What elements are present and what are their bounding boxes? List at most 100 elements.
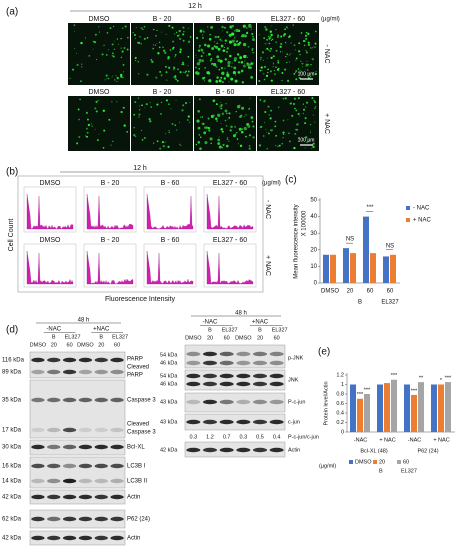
cell-dot xyxy=(105,74,108,77)
cell-dot xyxy=(201,59,205,63)
cell-dot xyxy=(155,76,158,79)
legend-swatch xyxy=(406,218,410,222)
protein-label: c-jun xyxy=(288,419,300,425)
cell-dot xyxy=(207,126,211,130)
cell-dot xyxy=(224,119,227,122)
blot-band xyxy=(94,444,108,450)
cell-dot xyxy=(168,103,170,105)
cell-dot xyxy=(246,56,248,59)
cell-dot xyxy=(156,103,159,106)
cell-dot xyxy=(220,123,222,125)
cell-dot xyxy=(162,144,166,148)
kda-label: 46 kDa xyxy=(160,381,178,387)
blot-band xyxy=(203,351,217,357)
kda-label: 54 kDa xyxy=(160,373,178,379)
cell-dot xyxy=(304,122,307,125)
lane-label: 20 xyxy=(51,342,57,348)
cell-dot xyxy=(202,122,205,126)
histogram xyxy=(146,193,194,230)
cell-dot xyxy=(309,123,312,126)
cell-dot xyxy=(73,24,76,26)
cell-dot xyxy=(243,54,247,59)
cell-dot xyxy=(196,62,201,66)
cell-dot xyxy=(251,49,254,52)
cell-dot xyxy=(303,44,306,47)
cell-dot xyxy=(198,47,200,49)
cell-dot xyxy=(267,132,270,135)
cell-dot xyxy=(137,97,140,99)
bar xyxy=(370,253,376,283)
cell-dot xyxy=(174,76,177,79)
cell-dot xyxy=(165,99,168,102)
cell-dot xyxy=(267,68,269,71)
cell-dot xyxy=(210,57,213,60)
cell-dot xyxy=(252,51,254,54)
cell-dot xyxy=(226,73,230,77)
cell-dot xyxy=(219,106,221,108)
cell-dot xyxy=(156,29,158,31)
blot-band xyxy=(203,419,217,425)
cell-dot xyxy=(284,97,287,100)
bar xyxy=(391,379,397,432)
cell-dot xyxy=(212,99,216,103)
cell-dot xyxy=(267,71,269,74)
cell-dot xyxy=(162,46,164,49)
cell-dot xyxy=(282,137,284,139)
cell-dot xyxy=(307,69,309,71)
cell-dot xyxy=(113,48,115,50)
cell-dot xyxy=(134,101,137,103)
cell-dot xyxy=(245,32,249,35)
bar xyxy=(364,394,370,432)
cell-dot xyxy=(295,69,298,72)
blot-band xyxy=(47,427,61,433)
cell-dot xyxy=(150,106,152,108)
cell-dot xyxy=(287,119,289,121)
cell-dot xyxy=(314,106,317,108)
cell-dot xyxy=(160,113,162,115)
lane-label: 20 xyxy=(207,335,213,341)
cell-dot xyxy=(182,33,185,36)
cell-dot xyxy=(293,97,297,100)
blot-band xyxy=(186,419,201,425)
cell-dot xyxy=(184,72,186,74)
column-header: DMSO xyxy=(89,89,111,96)
cell-dot xyxy=(215,80,219,83)
cell-dot xyxy=(239,115,242,119)
row-label: - NAC xyxy=(264,200,271,219)
blot-band xyxy=(62,516,77,522)
cell-dot xyxy=(285,55,287,58)
cell-dot xyxy=(135,59,137,62)
cell-dot xyxy=(201,34,204,36)
cell-dot xyxy=(305,31,308,34)
cell-dot xyxy=(102,109,106,112)
significance: * xyxy=(440,378,443,384)
cell-dot xyxy=(103,129,106,132)
blot-band xyxy=(78,397,93,403)
blot-band xyxy=(31,478,45,484)
cell-dot xyxy=(123,124,126,127)
cell-dot xyxy=(250,28,252,30)
kda-label: 43 kDa xyxy=(160,419,178,425)
x-tick-label: 20 xyxy=(347,289,354,295)
legend-group: EL327 xyxy=(401,468,417,474)
cell-dot xyxy=(268,35,270,38)
cell-dot xyxy=(248,147,251,150)
cell-dot xyxy=(259,69,262,72)
axis-multiplier: X 100000 xyxy=(302,210,308,236)
kda-label: 17 kDa xyxy=(2,428,22,434)
label: 48 h xyxy=(78,318,90,324)
protein-label: Caspase 3 xyxy=(127,398,156,404)
cell-dot xyxy=(220,44,224,48)
protein-label: JNK xyxy=(288,377,299,383)
cell-dot xyxy=(307,32,310,36)
cell-dot xyxy=(269,117,272,120)
cell-dot xyxy=(69,77,71,80)
kda-label: 46 kDa xyxy=(160,360,178,366)
cell-dot xyxy=(160,74,163,77)
cell-dot xyxy=(264,110,267,114)
cell-dot xyxy=(233,37,236,39)
bar xyxy=(377,384,383,432)
cell-dot xyxy=(215,103,218,106)
blot-band xyxy=(31,397,45,403)
cell-dot xyxy=(159,41,161,43)
